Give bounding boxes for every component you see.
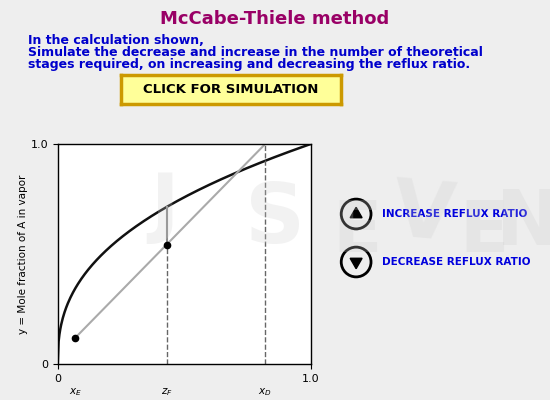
Text: stages required, on increasing and decreasing the reflux ratio.: stages required, on increasing and decre… — [28, 58, 470, 71]
Text: Simulate the decrease and increase in the number of theoretical: Simulate the decrease and increase in th… — [28, 46, 482, 59]
Text: McCabe-Thiele method: McCabe-Thiele method — [161, 10, 389, 28]
Text: In the calculation shown,: In the calculation shown, — [28, 34, 204, 47]
Text: $x_E$: $x_E$ — [69, 386, 82, 398]
Text: E: E — [333, 198, 382, 266]
Polygon shape — [350, 207, 362, 218]
Text: V: V — [389, 174, 458, 258]
Y-axis label: y = Mole fraction of A in vapor: y = Mole fraction of A in vapor — [18, 174, 28, 334]
Text: N: N — [496, 187, 550, 261]
Text: J: J — [151, 171, 179, 245]
Text: S: S — [245, 180, 305, 260]
Text: E: E — [459, 198, 509, 266]
Text: CLICK FOR SIMULATION: CLICK FOR SIMULATION — [144, 83, 318, 96]
Text: INCREASE REFLUX RATIO: INCREASE REFLUX RATIO — [382, 209, 527, 219]
Text: DECREASE REFLUX RATIO: DECREASE REFLUX RATIO — [382, 257, 531, 267]
Text: $z_F$: $z_F$ — [161, 386, 172, 398]
Polygon shape — [350, 258, 362, 269]
Text: $x_D$: $x_D$ — [258, 386, 272, 398]
